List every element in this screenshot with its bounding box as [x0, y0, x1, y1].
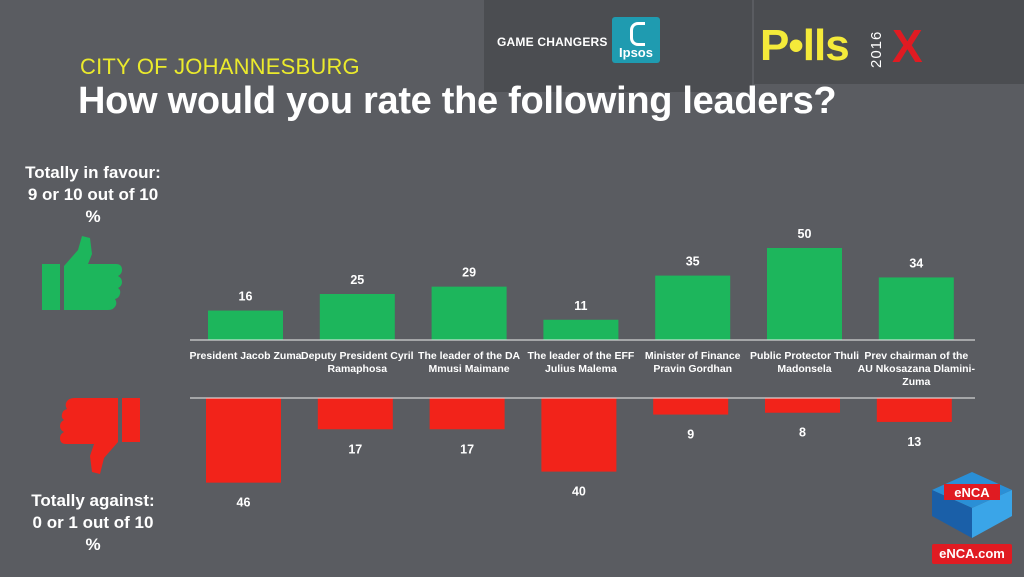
polls-logo-x: X — [892, 20, 923, 72]
category-tick-label: President Jacob Zuma — [189, 350, 301, 362]
polls-logo-text: P•lls — [760, 21, 850, 70]
category-tick-line: Minister of Finance — [645, 350, 741, 362]
against-data-label: 46 — [237, 496, 251, 510]
favour-bar — [543, 319, 619, 340]
category-tick-line: The leader of the EFF — [528, 350, 635, 362]
against-bar — [653, 398, 729, 415]
category-tick-label: Prev chairman of the AU Nkosazana Dlamini… — [858, 350, 976, 388]
against-data-label: 13 — [907, 435, 921, 449]
category-tick-label: Deputy President Cyril Ramaphosa — [301, 350, 414, 375]
against-data-label: 40 — [572, 485, 586, 499]
favour-data-label: 35 — [686, 255, 700, 269]
category-tick-line: Mmusi Maimane — [429, 363, 510, 375]
data-labels: 16 46 25 17 29 17 11 40 35 9 50 8 34 13 — [237, 227, 924, 510]
category-tick-label: The leader of the DA Mmusi Maimane — [418, 350, 521, 375]
against-bar — [317, 398, 393, 430]
category-tick-label: Public Protector Thuli Madonsela — [750, 350, 859, 375]
enca-logo-text: eNCA — [954, 485, 990, 500]
thumbs-up-icon — [42, 236, 122, 310]
against-data-label: 9 — [687, 428, 694, 442]
against-bar — [541, 398, 617, 472]
against-bar — [876, 398, 952, 422]
against-legend-label: Totally against: 0 or 1 out of 10 % — [8, 490, 178, 556]
against-data-label: 17 — [348, 442, 362, 456]
category-tick-line: Julius Malema — [545, 363, 617, 375]
favour-data-label: 34 — [909, 256, 923, 270]
category-tick-label: The leader of the EFF Julius Malema — [528, 350, 635, 375]
favour-bar — [431, 286, 507, 340]
category-tick-line: The leader of the DA — [418, 350, 521, 362]
category-tick-line: President Jacob Zuma — [189, 350, 301, 362]
favour-data-label: 11 — [574, 299, 587, 313]
favour-label-line-1: Totally in favour: — [25, 163, 161, 182]
against-bar — [429, 398, 505, 430]
enca-logo: eNCA — [932, 472, 1012, 538]
ipsos-logo: Ipsos — [612, 17, 660, 63]
category-tick-line: Madonsela — [777, 363, 831, 375]
against-label-line-2: 0 or 1 out of 10 — [32, 513, 154, 532]
game-changers-label: GAME CHANGERS — [497, 35, 608, 49]
enca-url-badge: eNCA.com — [932, 544, 1012, 564]
category-tick-line: Prev chairman of the — [864, 350, 968, 362]
category-tick-line: Ramaphosa — [328, 363, 388, 375]
category-tick-line: Zuma — [902, 376, 930, 388]
category-tick-labels: President Jacob Zuma Deputy President Cyr… — [189, 350, 975, 388]
chart-subtitle: CITY OF JOHANNESBURG — [80, 54, 360, 79]
category-tick-line: Public Protector Thuli — [750, 350, 859, 362]
favour-label-line-2: 9 or 10 out of 10 — [27, 185, 159, 204]
against-data-label: 8 — [799, 426, 806, 440]
category-tick-line: Pravin Gordhan — [653, 363, 732, 375]
chart-title: How would you rate the following leaders… — [78, 80, 837, 122]
ipsos-logo-text: Ipsos — [619, 45, 653, 60]
favour-bar — [767, 248, 842, 340]
category-tick-line: AU Nkosazana Dlamini- — [858, 363, 976, 375]
category-tick-label: Minister of Finance Pravin Gordhan — [645, 350, 741, 375]
favour-label-line-3: % — [85, 207, 101, 226]
against-label-line-1: Totally against: — [31, 491, 155, 510]
favour-legend-label: Totally in favour: 9 or 10 out of 10 % — [8, 162, 178, 228]
favour-data-label: 29 — [462, 266, 476, 280]
header-panel-right — [754, 0, 1024, 84]
thumbs-down-icon — [60, 398, 140, 474]
against-bars — [206, 398, 952, 483]
against-label-line-3: % — [85, 535, 101, 554]
favour-bar — [208, 310, 283, 340]
favour-bar — [319, 294, 395, 340]
against-bar — [765, 398, 840, 413]
favour-data-label: 50 — [798, 227, 812, 241]
category-tick-line: Deputy President Cyril — [301, 350, 414, 362]
favour-data-label: 16 — [239, 290, 253, 304]
favour-bars — [208, 248, 954, 340]
ipsos-mark-icon — [630, 22, 645, 46]
favour-data-label: 25 — [350, 273, 364, 287]
against-data-label: 17 — [460, 442, 474, 456]
favour-bar — [878, 277, 954, 340]
against-bar — [206, 398, 281, 483]
favour-bar — [655, 275, 731, 340]
